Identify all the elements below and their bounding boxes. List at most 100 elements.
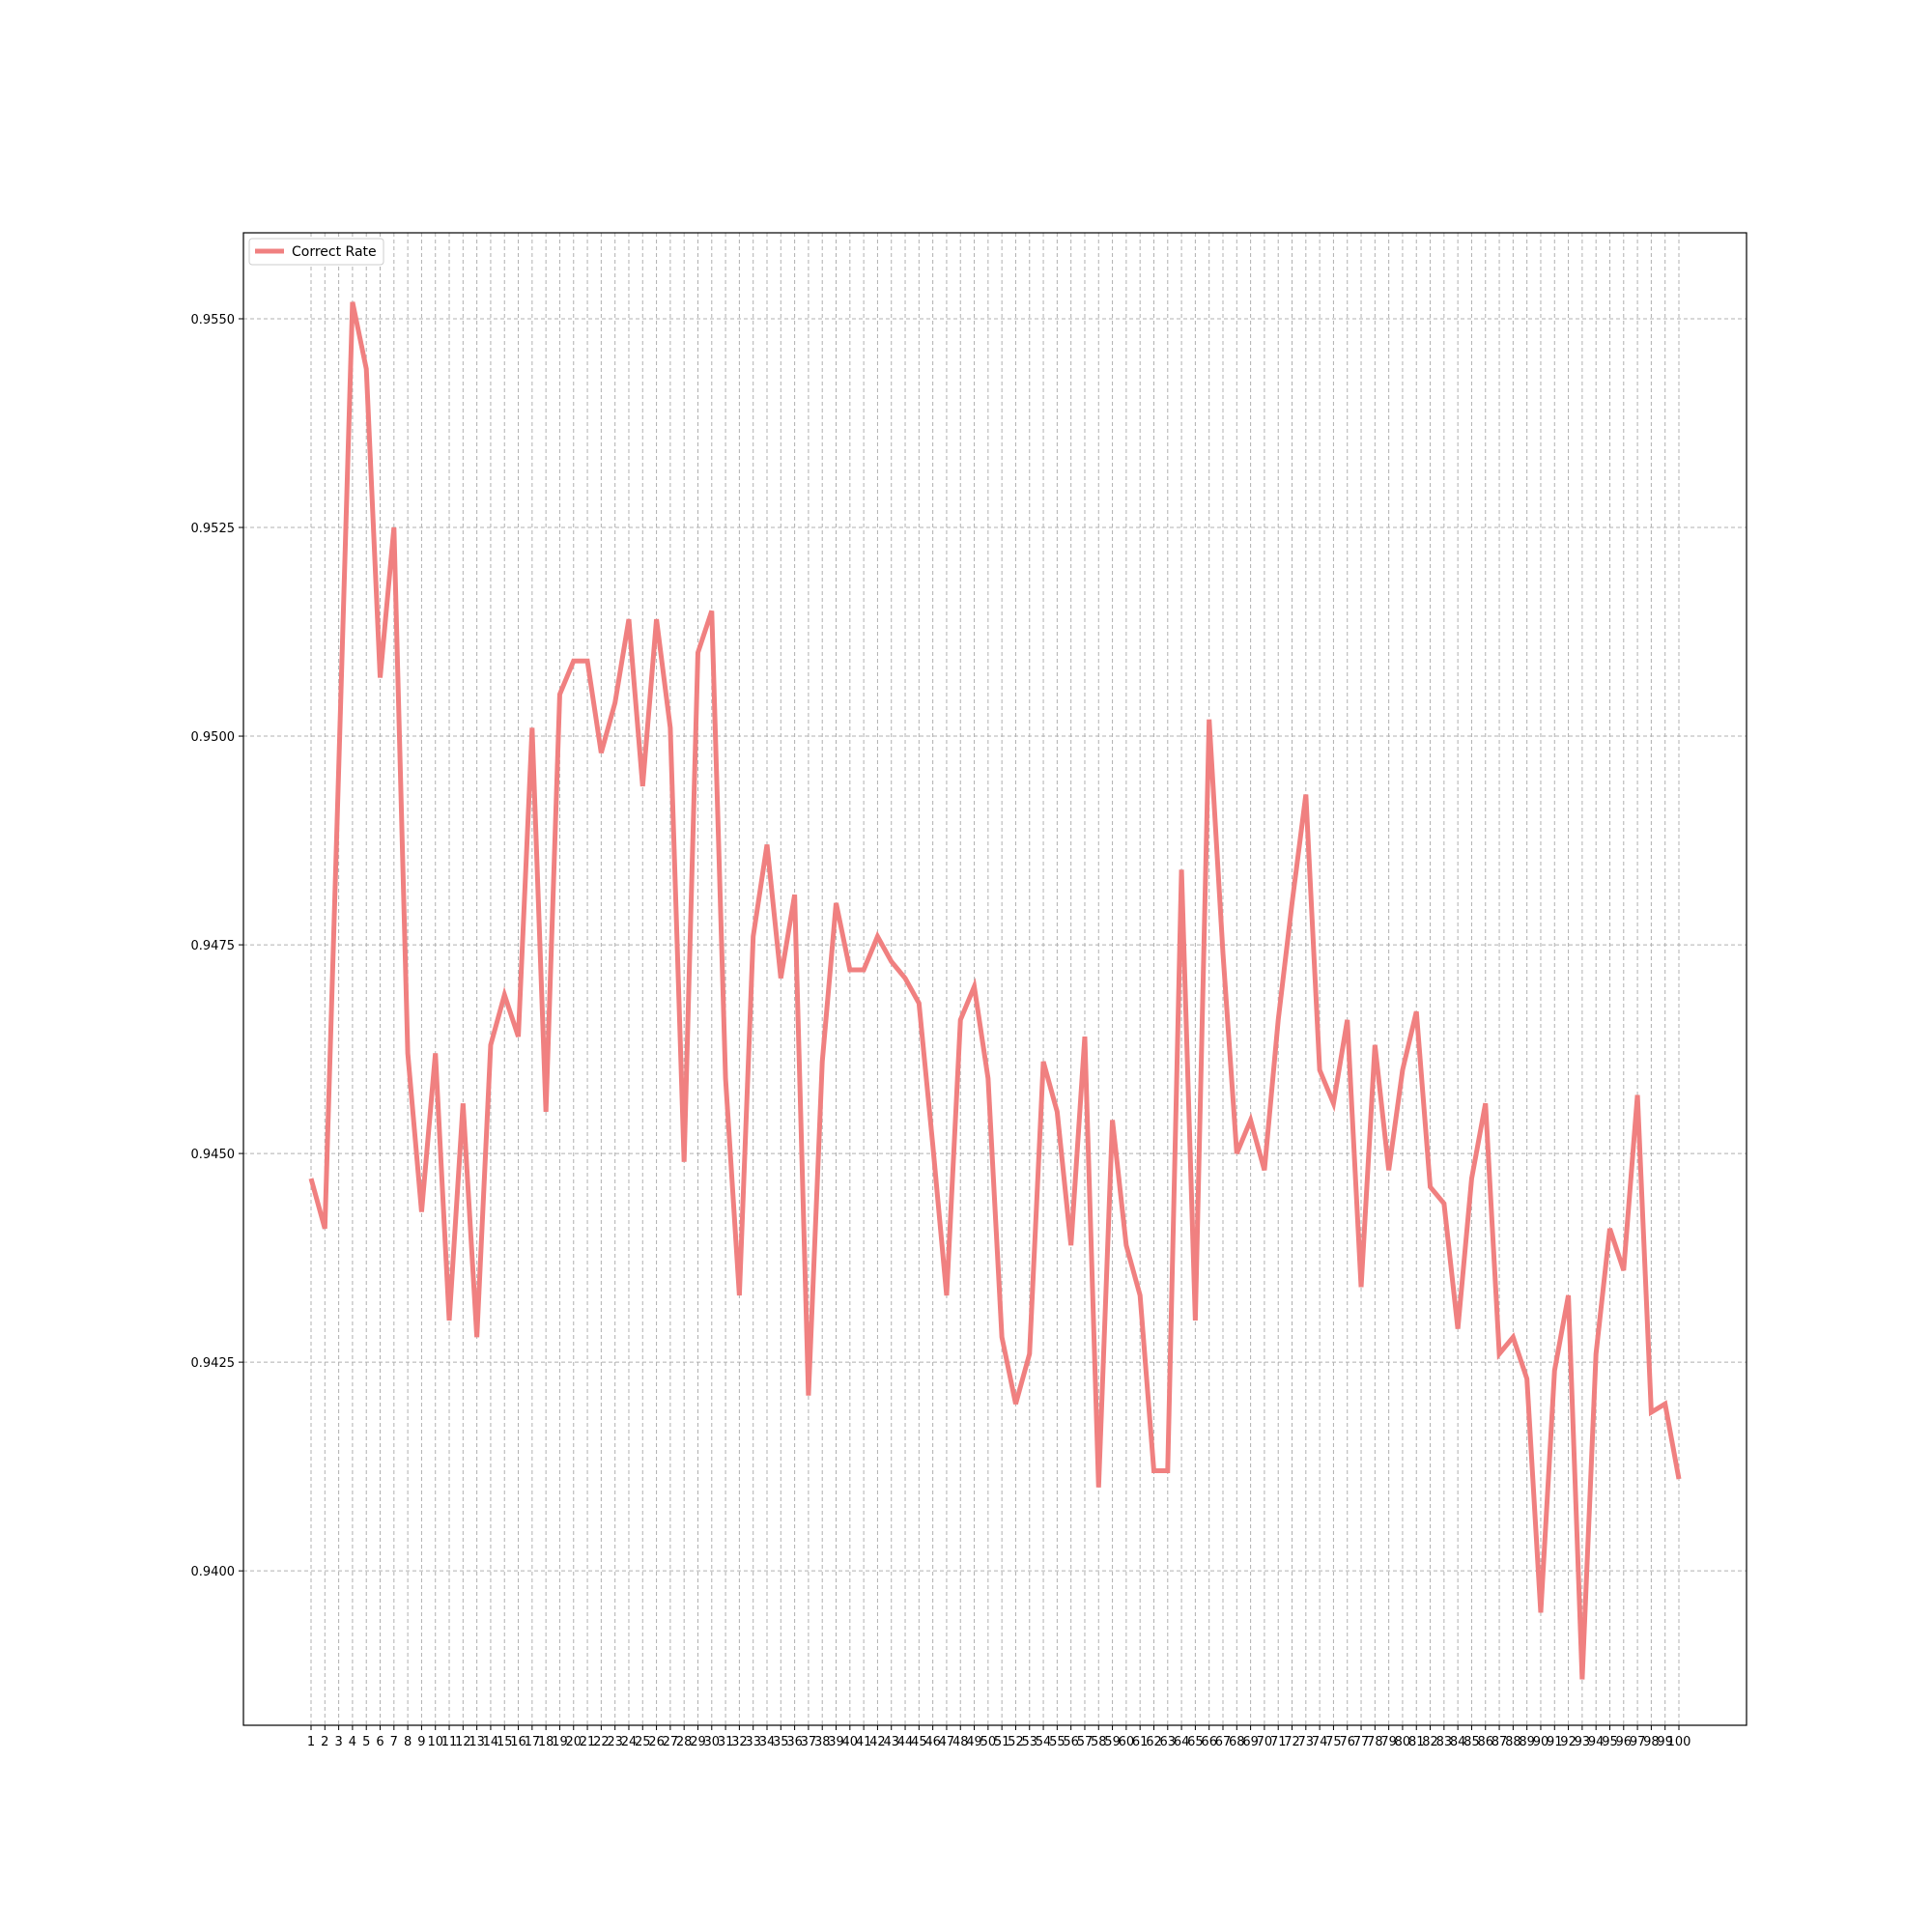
series-layer xyxy=(308,301,1682,1680)
x-tick-label: 11 xyxy=(441,1735,458,1749)
x-tick-label: 66 xyxy=(1201,1735,1217,1749)
legend: Correct Rate xyxy=(248,238,384,266)
x-tick-label: 43 xyxy=(883,1735,899,1749)
x-tick-label: 57 xyxy=(1077,1735,1094,1749)
x-tick-label: 41 xyxy=(856,1735,872,1749)
x-tick-label: 33 xyxy=(745,1735,761,1749)
x-tick-label: 59 xyxy=(1104,1735,1121,1749)
x-tick-label: 28 xyxy=(676,1735,693,1749)
x-tick-label: 54 xyxy=(1036,1735,1052,1749)
x-tick-label: 22 xyxy=(593,1735,610,1749)
x-tick-label: 21 xyxy=(580,1735,596,1749)
x-tick-label: 16 xyxy=(510,1735,526,1749)
x-tick-label: 56 xyxy=(1063,1735,1079,1749)
x-tick-label: 31 xyxy=(718,1735,734,1749)
x-tick-label: 37 xyxy=(801,1735,817,1749)
x-tick-label: 26 xyxy=(648,1735,665,1749)
x-tick-label: 47 xyxy=(939,1735,955,1749)
y-tick-label: 0.9450 xyxy=(191,1148,236,1162)
x-tick-label: 68 xyxy=(1229,1735,1245,1749)
x-tick-label: 80 xyxy=(1395,1735,1411,1749)
x-tick-label: 62 xyxy=(1146,1735,1162,1749)
x-tick-label: 95 xyxy=(1602,1735,1618,1749)
x-tick-label: 38 xyxy=(814,1735,831,1749)
x-tick-label: 75 xyxy=(1325,1735,1342,1749)
x-tick-label: 29 xyxy=(690,1735,706,1749)
x-tick-label: 49 xyxy=(966,1735,982,1749)
x-tick-label: 89 xyxy=(1519,1735,1535,1749)
x-axis-ticks: 1 2 3 4 5 6 7 8 9 1011121314151617181920212223242… xyxy=(307,1725,1691,1749)
x-tick-label: 4 xyxy=(349,1735,356,1749)
x-tick-label: 8 xyxy=(404,1735,412,1749)
legend-box xyxy=(248,238,384,266)
y-tick-label: 0.9475 xyxy=(191,939,236,953)
x-tick-label: 64 xyxy=(1174,1735,1190,1749)
x-tick-label: 44 xyxy=(897,1735,914,1749)
x-tick-label: 19 xyxy=(552,1735,568,1749)
x-tick-label: 99 xyxy=(1657,1735,1673,1749)
x-tick-label: 74 xyxy=(1312,1735,1328,1749)
x-tick-label: 24 xyxy=(621,1735,638,1749)
x-tick-label: 30 xyxy=(704,1735,721,1749)
y-gridlines xyxy=(243,318,1747,1572)
series-line-correct-rate xyxy=(308,301,1682,1680)
x-tick-label: 6 xyxy=(376,1735,384,1749)
x-tick-label: 100 xyxy=(1667,1735,1691,1749)
x-tick-label: 55 xyxy=(1049,1735,1065,1749)
x-tick-label: 69 xyxy=(1242,1735,1259,1749)
x-tick-label: 71 xyxy=(1270,1735,1287,1749)
x-tick-label: 3 xyxy=(334,1735,342,1749)
x-tick-label: 76 xyxy=(1339,1735,1355,1749)
x-tick-label: 46 xyxy=(924,1735,941,1749)
x-tick-label: 23 xyxy=(607,1735,623,1749)
x-tick-label: 98 xyxy=(1643,1735,1660,1749)
x-tick-label: 9 xyxy=(417,1735,425,1749)
x-tick-label: 12 xyxy=(455,1735,471,1749)
y-tick-label: 0.9425 xyxy=(191,1356,236,1371)
x-tick-label: 70 xyxy=(1257,1735,1273,1749)
x-tick-label: 61 xyxy=(1132,1735,1149,1749)
x-tick-label: 45 xyxy=(911,1735,927,1749)
y-tick-label: 0.9525 xyxy=(191,522,236,536)
x-tick-label: 36 xyxy=(786,1735,803,1749)
x-tick-label: 79 xyxy=(1380,1735,1397,1749)
x-tick-label: 78 xyxy=(1367,1735,1383,1749)
x-tick-label: 81 xyxy=(1408,1735,1425,1749)
x-tick-label: 93 xyxy=(1575,1735,1591,1749)
x-tick-label: 82 xyxy=(1422,1735,1438,1749)
x-tick-label: 48 xyxy=(952,1735,969,1749)
x-tick-label: 5 xyxy=(362,1735,370,1749)
x-tick-label: 2 xyxy=(321,1735,328,1749)
x-tick-label: 20 xyxy=(565,1735,582,1749)
x-tick-label: 72 xyxy=(1284,1735,1300,1749)
x-tick-label: 88 xyxy=(1505,1735,1521,1749)
x-tick-label: 60 xyxy=(1119,1735,1135,1749)
x-tick-label: 50 xyxy=(980,1735,997,1749)
y-axis-ticks: 0.9400 0.9425 0.9450 0.9475 0.9500 0.9525 0.95… xyxy=(191,313,243,1579)
x-tick-label: 85 xyxy=(1463,1735,1480,1749)
x-tick-label: 91 xyxy=(1547,1735,1563,1749)
y-tick-label: 0.9550 xyxy=(191,313,236,327)
x-tick-label: 52 xyxy=(1008,1735,1024,1749)
legend-label: Correct Rate xyxy=(292,244,377,260)
x-tick-label: 86 xyxy=(1477,1735,1493,1749)
x-tick-label: 39 xyxy=(828,1735,844,1749)
x-tick-label: 35 xyxy=(773,1735,789,1749)
x-tick-label: 63 xyxy=(1160,1735,1177,1749)
x-tick-label: 77 xyxy=(1353,1735,1370,1749)
x-tick-label: 40 xyxy=(842,1735,859,1749)
x-tick-label: 14 xyxy=(483,1735,499,1749)
x-tick-label: 51 xyxy=(994,1735,1010,1749)
x-tick-label: 34 xyxy=(759,1735,776,1749)
x-tick-label: 42 xyxy=(869,1735,886,1749)
x-tick-label: 53 xyxy=(1021,1735,1037,1749)
x-tick-label: 92 xyxy=(1560,1735,1577,1749)
x-tick-label: 97 xyxy=(1630,1735,1646,1749)
x-tick-label: 58 xyxy=(1091,1735,1107,1749)
x-tick-label: 1 xyxy=(307,1735,315,1749)
x-tick-label: 73 xyxy=(1298,1735,1315,1749)
x-tick-label: 17 xyxy=(525,1735,541,1749)
x-tick-label: 13 xyxy=(469,1735,485,1749)
x-tick-label: 94 xyxy=(1588,1735,1605,1749)
